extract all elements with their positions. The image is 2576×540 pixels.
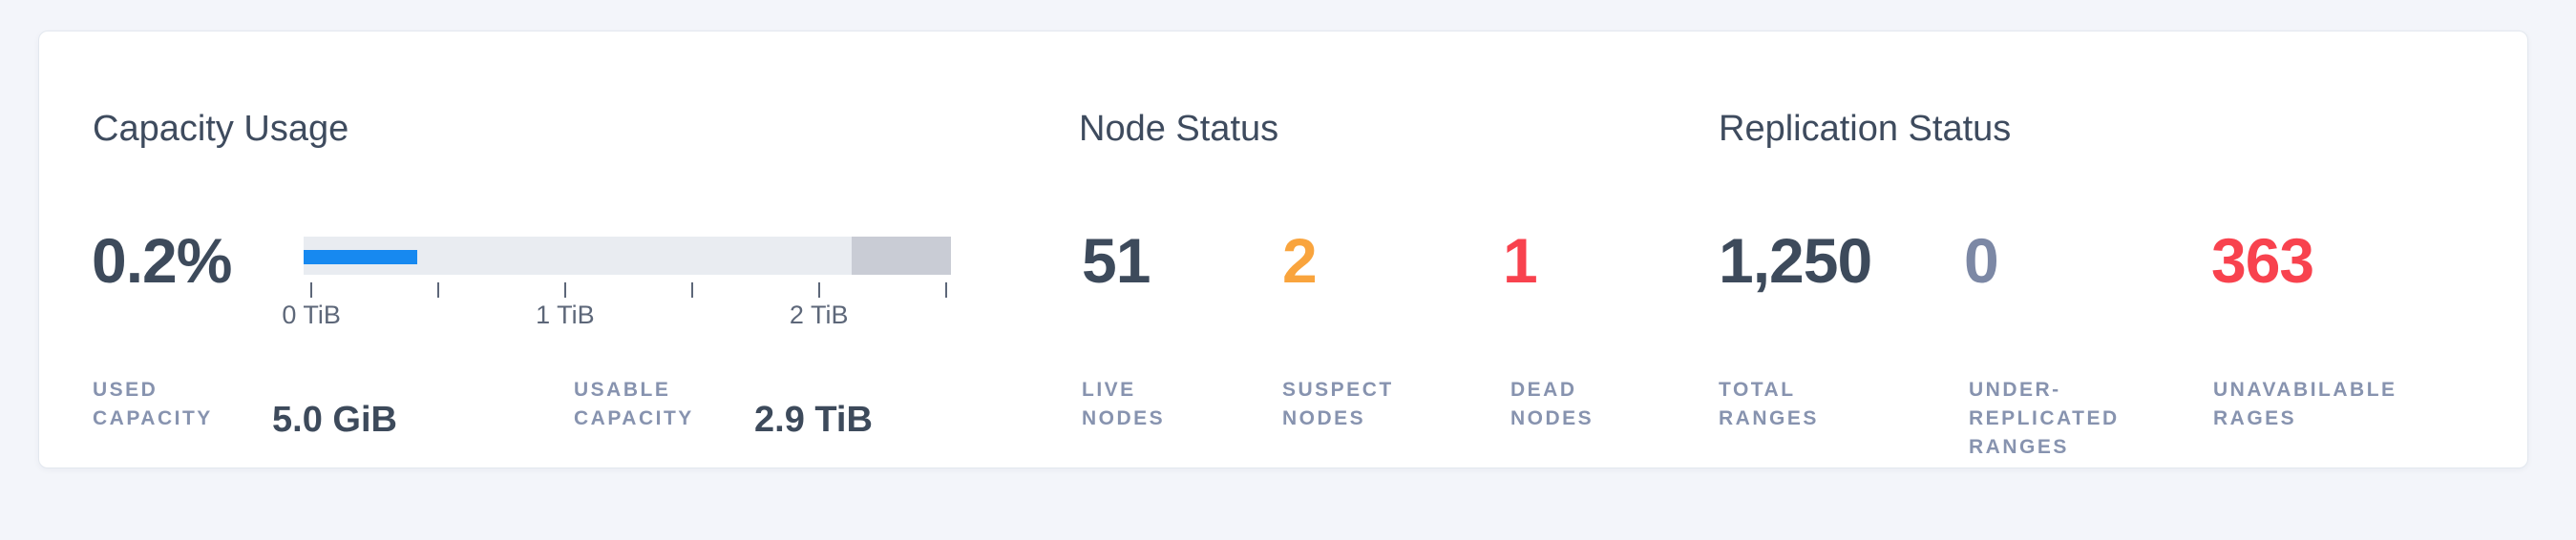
used-capacity-label-line: CAPACITY: [93, 407, 213, 429]
live-nodes-value: 51: [1082, 225, 1151, 296]
capacity-bar-track: [304, 237, 951, 275]
dead-nodes-value: 1: [1503, 225, 1538, 296]
unavailable-ranges-label: UNAVABILABLE RAGES: [2213, 376, 2397, 433]
axis-tick-label: 0 TiB: [282, 301, 341, 329]
unavailable-ranges-value: 363: [2211, 225, 2314, 296]
usable-capacity-value: 2.9 TiB: [754, 400, 873, 440]
dead-nodes-label-line: DEAD: [1510, 379, 1577, 401]
dead-nodes-label: DEAD NODES: [1510, 376, 1594, 433]
axis-tick: [944, 282, 947, 298]
capacity-reserved-segment: [852, 237, 951, 275]
dead-nodes-label-line: NODES: [1510, 407, 1594, 429]
under-replicated-ranges-label-line: RANGES: [1969, 436, 2069, 458]
axis-tick-label: 1 TiB: [536, 301, 595, 329]
total-ranges-label: TOTAL RANGES: [1719, 376, 1819, 433]
total-ranges-label-line: TOTAL: [1719, 379, 1796, 401]
capacity-used-bar: [304, 250, 417, 264]
axis-tick: [690, 282, 693, 298]
suspect-nodes-label-line: SUSPECT: [1282, 379, 1394, 401]
axis-tick: [817, 282, 820, 298]
suspect-nodes-label: SUSPECT NODES: [1282, 376, 1394, 433]
unavailable-ranges-label-line: RAGES: [2213, 407, 2297, 429]
live-nodes-label: LIVE NODES: [1082, 376, 1165, 433]
axis-tick-label: 2 TiB: [789, 301, 849, 329]
axis-tick: [310, 282, 313, 298]
suspect-nodes-value: 2: [1282, 225, 1318, 296]
usable-capacity-label: USABLE CAPACITY: [574, 376, 694, 433]
capacity-used-percent: 0.2%: [92, 225, 232, 296]
under-replicated-ranges-label-line: REPLICATED: [1969, 407, 2120, 429]
unavailable-ranges-label-line: UNAVABILABLE: [2213, 379, 2397, 401]
total-ranges-label-line: RANGES: [1719, 407, 1819, 429]
usable-capacity-label-line: CAPACITY: [574, 407, 694, 429]
axis-tick: [563, 282, 566, 298]
live-nodes-label-line: LIVE: [1082, 379, 1136, 401]
used-capacity-value: 5.0 GiB: [272, 400, 397, 440]
axis-tick: [437, 282, 440, 298]
capacity-usage-title: Capacity Usage: [93, 109, 349, 149]
total-ranges-value: 1,250: [1719, 225, 1872, 296]
replication-status-title: Replication Status: [1719, 109, 2012, 149]
used-capacity-label: USED CAPACITY: [93, 376, 213, 433]
suspect-nodes-label-line: NODES: [1282, 407, 1366, 429]
node-status-title: Node Status: [1079, 109, 1279, 149]
capacity-bar-chart: 0 TiB 1 TiB 2 TiB: [282, 237, 951, 351]
live-nodes-label-line: NODES: [1082, 407, 1166, 429]
under-replicated-ranges-value: 0: [1964, 225, 1999, 296]
usable-capacity-label-line: USABLE: [574, 379, 671, 401]
used-capacity-label-line: USED: [93, 379, 158, 401]
under-replicated-ranges-label: UNDER- REPLICATED RANGES: [1969, 376, 2120, 462]
under-replicated-ranges-label-line: UNDER-: [1969, 379, 2061, 401]
cluster-summary-card: Capacity Usage Node Status Replication S…: [38, 31, 2528, 468]
